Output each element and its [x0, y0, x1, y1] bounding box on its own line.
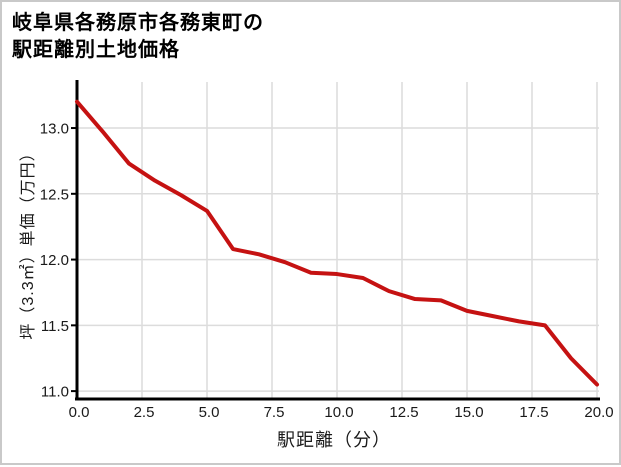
chart-title-line2: 駅距離別土地価格: [12, 39, 180, 61]
x-tick-label: 12.5: [389, 404, 418, 421]
x-tick-label: 17.5: [519, 404, 548, 421]
chart-title-line1: 岐阜県各務原市各務東町の: [12, 12, 264, 34]
x-tick-label: 7.5: [264, 404, 285, 421]
x-tick-label: 0.0: [69, 404, 90, 421]
x-tick-label: 10.0: [324, 404, 353, 421]
y-tick-label: 11.5: [41, 318, 69, 335]
x-tick-label: 20.0: [584, 404, 613, 421]
x-tick-label: 15.0: [454, 404, 483, 421]
x-tick-label: 5.0: [199, 404, 220, 421]
y-tick-label: 13.0: [40, 121, 69, 138]
y-tick-label: 11.0: [41, 384, 69, 401]
chart-title: 岐阜県各務原市各務東町の 駅距離別土地価格: [12, 10, 264, 64]
y-tick-label: 12.0: [40, 252, 69, 269]
x-axis-label: 駅距離（分）: [277, 430, 391, 450]
x-tick-label: 2.5: [134, 404, 155, 421]
y-tick-label: 12.5: [40, 186, 69, 203]
price-line-series: [75, 99, 599, 387]
